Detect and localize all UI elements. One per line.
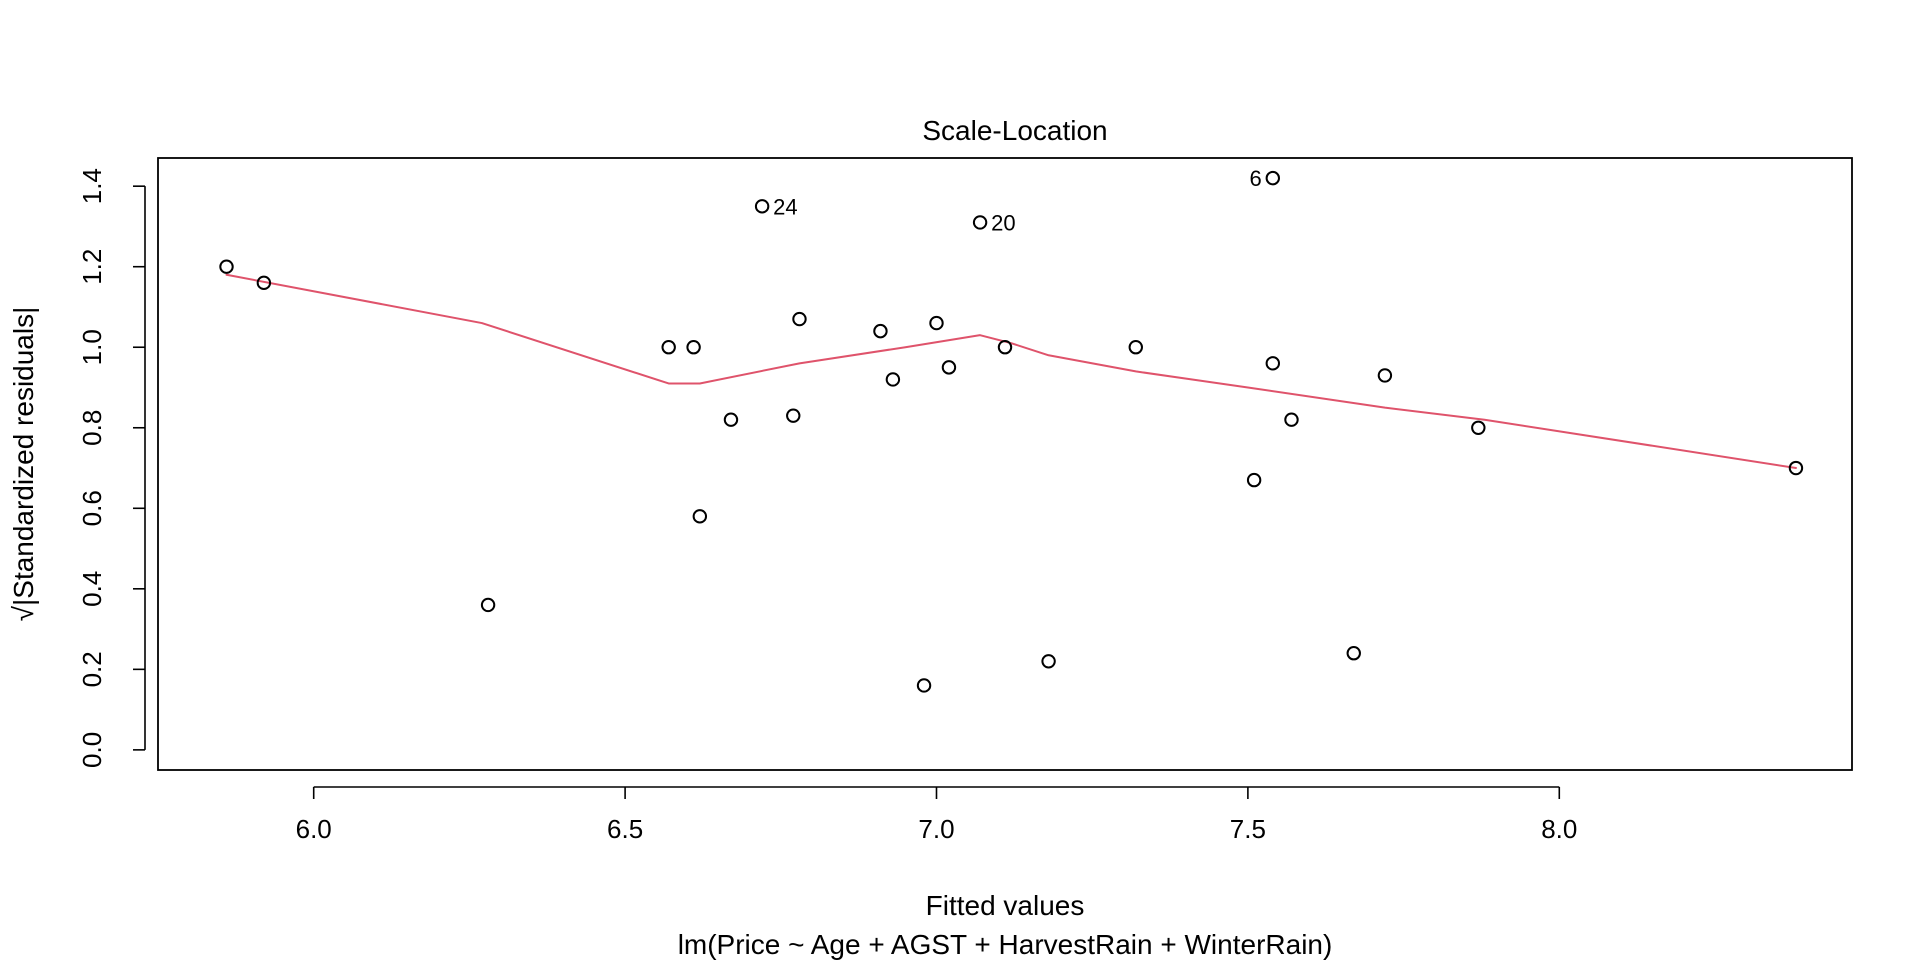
y-tick-label-4: 0.8 bbox=[77, 410, 107, 446]
point-label-6: 6 bbox=[1250, 166, 1262, 191]
y-axis-label: √|Standardized residuals| bbox=[8, 307, 39, 622]
plot-frame bbox=[157, 157, 1853, 771]
data-point-23 bbox=[1346, 646, 1361, 661]
data-point-11 bbox=[885, 372, 901, 387]
point-label-20: 20 bbox=[991, 210, 1015, 235]
data-point-21 bbox=[1265, 356, 1281, 371]
data-point-7 bbox=[754, 199, 770, 214]
loess-smooth-line bbox=[225, 273, 1797, 470]
x-tick-label-4: 8.0 bbox=[1541, 814, 1577, 844]
x-tick-label-0: 6.0 bbox=[296, 814, 332, 844]
y-tick-label-1: 0.2 bbox=[77, 651, 107, 687]
data-point-12 bbox=[916, 678, 932, 693]
x-tick-label-2: 7.0 bbox=[918, 814, 954, 844]
y-tick-label-3: 0.6 bbox=[77, 490, 107, 526]
data-point-14 bbox=[941, 360, 957, 375]
data-point-0 bbox=[219, 259, 234, 274]
data-point-15 bbox=[972, 215, 988, 230]
y-tick-label-0: 0.0 bbox=[77, 732, 107, 768]
data-point-8 bbox=[786, 408, 801, 423]
data-point-9 bbox=[792, 311, 807, 327]
data-point-3 bbox=[661, 340, 676, 355]
chart-title: Scale-Location bbox=[922, 115, 1107, 146]
data-point-19 bbox=[1246, 472, 1262, 488]
data-point-2 bbox=[480, 597, 496, 613]
data-point-1 bbox=[256, 275, 272, 291]
x-axis-label: Fitted values bbox=[926, 890, 1085, 921]
data-point-10 bbox=[873, 323, 888, 339]
data-point-5 bbox=[692, 509, 708, 524]
y-axis: 0.0 0.2 0.4 0.6 0.8 1.0 1.2 1.4 bbox=[77, 168, 146, 768]
y-tick-label-5: 1.0 bbox=[77, 329, 107, 365]
data-point-18 bbox=[1128, 340, 1143, 355]
x-tick-label-3: 7.5 bbox=[1230, 814, 1266, 844]
data-point-13 bbox=[929, 315, 944, 331]
data-point-4 bbox=[686, 340, 701, 355]
y-tick-label-6: 1.2 bbox=[77, 249, 107, 285]
data-point-26 bbox=[1788, 460, 1804, 476]
model-formula: lm(Price ~ Age + AGST + HarvestRain + Wi… bbox=[678, 929, 1333, 960]
data-point-6 bbox=[723, 412, 739, 427]
point-label-24: 24 bbox=[773, 194, 797, 219]
point-labels-layer: 24 20 6 bbox=[773, 166, 1262, 235]
data-point-22 bbox=[1284, 412, 1299, 427]
data-point-25 bbox=[1471, 420, 1486, 435]
y-tick-label-7: 1.4 bbox=[77, 168, 107, 204]
x-axis: 6.0 6.5 7.0 7.5 8.0 bbox=[296, 786, 1577, 844]
data-point-24 bbox=[1377, 368, 1393, 383]
data-point-17 bbox=[1041, 654, 1056, 669]
points-layer bbox=[219, 170, 1804, 693]
y-tick-label-2: 0.4 bbox=[77, 571, 107, 607]
data-point-16 bbox=[997, 340, 1013, 355]
data-point-20 bbox=[1265, 170, 1281, 186]
smooth-line-layer bbox=[225, 273, 1797, 470]
x-tick-label-1: 6.5 bbox=[607, 814, 643, 844]
